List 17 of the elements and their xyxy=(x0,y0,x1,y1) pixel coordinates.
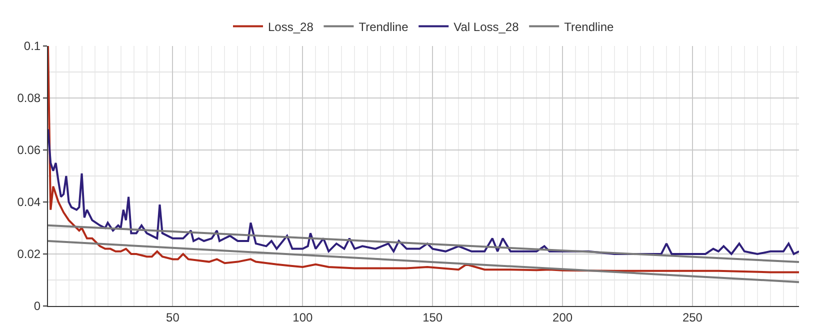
y-tick-label: 0.06 xyxy=(17,143,41,158)
x-tick-label: 200 xyxy=(552,310,573,324)
line-series xyxy=(48,128,799,255)
y-tick-label: 0.1 xyxy=(24,39,41,54)
y-tick-label: 0.04 xyxy=(17,195,41,210)
y-tick-label: 0.02 xyxy=(17,247,41,262)
x-tick-label: 50 xyxy=(166,310,180,324)
legend-label: Loss_28 xyxy=(268,20,314,34)
x-tick-label: 100 xyxy=(292,310,313,324)
x-tick-label: 250 xyxy=(682,310,703,324)
x-tick-label: 150 xyxy=(422,310,443,324)
legend-label: Trendline xyxy=(564,20,614,34)
legend-label: Val Loss_28 xyxy=(454,20,520,34)
y-tick-label: 0 xyxy=(34,299,41,314)
legend-label: Trendline xyxy=(358,20,409,34)
line-series xyxy=(48,46,799,274)
y-tick-label: 0.08 xyxy=(17,91,41,106)
